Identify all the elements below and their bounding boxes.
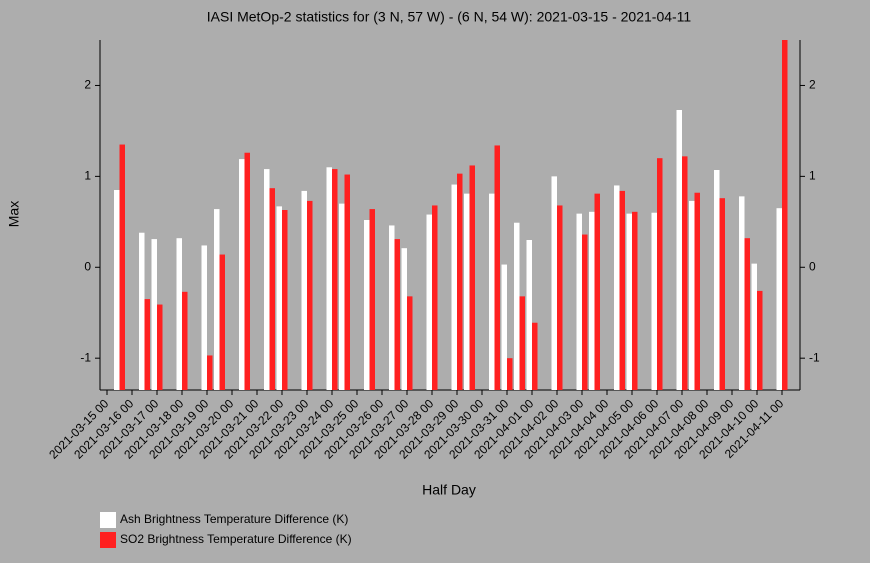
bar bbox=[551, 176, 557, 390]
x-axis-label: Half Day bbox=[422, 482, 476, 498]
bar bbox=[282, 210, 288, 390]
bar bbox=[207, 355, 213, 390]
bar bbox=[457, 173, 463, 390]
bar bbox=[369, 209, 375, 390]
legend-label: Ash Brightness Temperature Difference (K… bbox=[120, 512, 348, 526]
bar bbox=[139, 232, 145, 390]
y2-tick-label: 2 bbox=[809, 78, 816, 92]
y2-tick-label: -1 bbox=[809, 350, 820, 364]
bar bbox=[776, 208, 782, 390]
bar bbox=[244, 152, 250, 390]
bar bbox=[619, 190, 625, 390]
bar bbox=[144, 299, 150, 390]
bar bbox=[364, 220, 370, 390]
bar bbox=[757, 290, 763, 390]
bar bbox=[682, 156, 688, 390]
bar bbox=[594, 193, 600, 390]
bar bbox=[694, 192, 700, 390]
bar bbox=[114, 190, 120, 390]
bar bbox=[339, 203, 345, 390]
bar bbox=[514, 222, 520, 390]
bar bbox=[719, 198, 725, 390]
bar bbox=[526, 240, 532, 390]
y-tick-label: 0 bbox=[84, 259, 91, 273]
bar bbox=[176, 238, 182, 390]
y-tick-label: 1 bbox=[84, 169, 91, 183]
bar bbox=[201, 245, 207, 390]
bar bbox=[739, 196, 745, 390]
bar bbox=[469, 165, 475, 390]
y2-tick-label: 1 bbox=[809, 169, 816, 183]
bar bbox=[276, 206, 282, 390]
bar bbox=[214, 209, 220, 390]
bar bbox=[426, 214, 432, 390]
bar bbox=[689, 200, 695, 390]
bar bbox=[151, 239, 157, 390]
bar bbox=[119, 144, 125, 390]
chart-title: IASI MetOp-2 statistics for (3 N, 57 W) … bbox=[207, 9, 692, 25]
bar bbox=[494, 145, 500, 390]
legend-swatch bbox=[100, 532, 116, 548]
legend-swatch bbox=[100, 512, 116, 528]
bar bbox=[401, 248, 407, 390]
bar bbox=[576, 213, 582, 390]
bar bbox=[501, 264, 507, 390]
bar bbox=[589, 211, 595, 390]
bar bbox=[489, 193, 495, 390]
bar bbox=[714, 170, 720, 390]
bar bbox=[307, 200, 313, 390]
bar bbox=[744, 238, 750, 390]
bar bbox=[407, 296, 413, 390]
bar bbox=[651, 212, 657, 390]
bar bbox=[301, 190, 307, 390]
bar bbox=[632, 211, 638, 390]
bar bbox=[239, 159, 245, 390]
bar bbox=[676, 110, 682, 390]
bar bbox=[626, 213, 632, 390]
bar bbox=[389, 225, 395, 390]
bar bbox=[264, 169, 270, 390]
bar bbox=[464, 193, 470, 390]
bar bbox=[432, 205, 438, 390]
bar bbox=[657, 158, 663, 390]
bar bbox=[344, 174, 350, 390]
bar bbox=[332, 169, 338, 390]
bar bbox=[782, 40, 788, 390]
bar bbox=[182, 291, 188, 390]
bar bbox=[219, 254, 225, 390]
bar bbox=[394, 239, 400, 390]
bar bbox=[269, 188, 275, 390]
y-axis-label: Max bbox=[6, 201, 22, 227]
bar bbox=[532, 322, 538, 390]
bar bbox=[751, 263, 757, 390]
y2-tick-label: 0 bbox=[809, 259, 816, 273]
bar bbox=[157, 304, 163, 390]
bar bbox=[557, 205, 563, 390]
bar bbox=[507, 358, 513, 390]
bar bbox=[614, 185, 620, 390]
bar bbox=[519, 296, 525, 390]
bar bbox=[582, 234, 588, 390]
y-tick-label: 2 bbox=[84, 78, 91, 92]
bar bbox=[451, 184, 457, 390]
legend-label: SO2 Brightness Temperature Difference (K… bbox=[120, 532, 352, 546]
bar bbox=[326, 167, 332, 390]
y-tick-label: -1 bbox=[80, 350, 91, 364]
